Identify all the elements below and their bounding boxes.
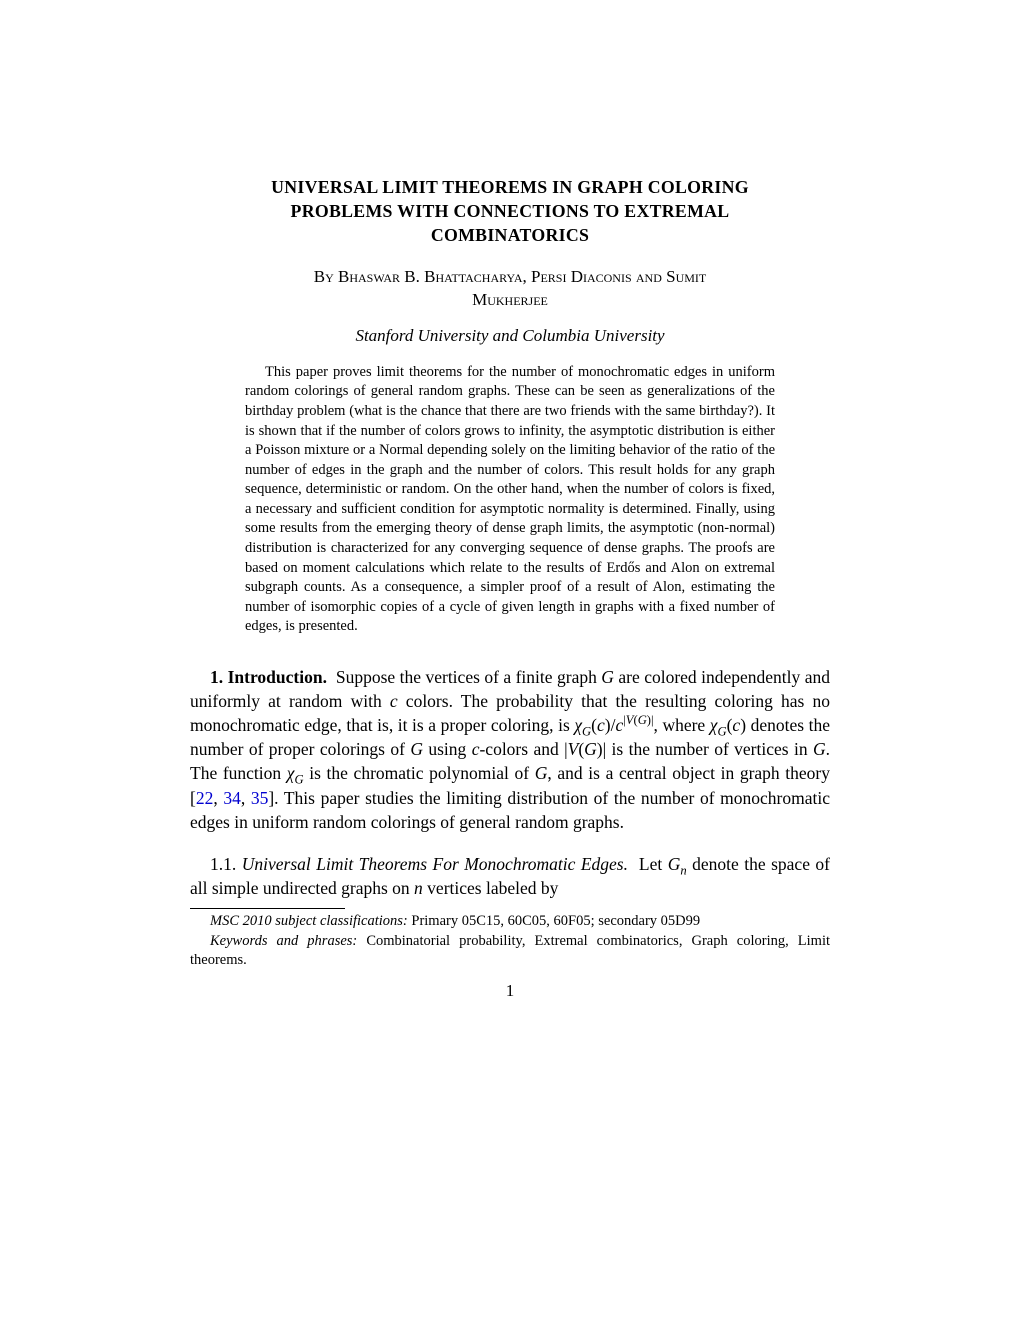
footnote-keywords: Keywords and phrases: Combinatorial prob… bbox=[190, 932, 830, 971]
subsection-text-3: vertices labeled by bbox=[423, 878, 559, 898]
footnote-msc-text: Primary 05C15, 60C05, 60F05; secondary 0… bbox=[408, 913, 700, 929]
citation-34[interactable]: 34 bbox=[223, 788, 241, 808]
footnote-rule bbox=[190, 908, 345, 909]
subsection-1-1: 1.1. Universal Limit Theorems For Monoch… bbox=[190, 852, 830, 900]
section-number: 1. bbox=[210, 667, 223, 687]
abstract: This paper proves limit theorems for the… bbox=[245, 363, 775, 637]
authors-prefix: By bbox=[314, 267, 338, 286]
subsection-title: Universal Limit Theorems For Monochromat… bbox=[242, 854, 628, 874]
section-text-8: is the number of vertices in bbox=[606, 739, 813, 759]
authors-line-1: Bhaswar B. Bhattacharya, Persi Diaconis … bbox=[338, 267, 706, 286]
paper-title: UNIVERSAL LIMIT THEOREMS IN GRAPH COLORI… bbox=[190, 175, 830, 247]
citation-35[interactable]: 35 bbox=[251, 788, 269, 808]
footnote-keywords-label: Keywords and phrases: bbox=[210, 933, 357, 949]
section-text-10: is the chromatic polynomial of bbox=[304, 763, 535, 783]
cite-sep-2: , bbox=[241, 788, 251, 808]
section-heading: Introduction. bbox=[228, 667, 327, 687]
section-introduction: 1. Introduction. Suppose the vertices of… bbox=[190, 665, 830, 834]
section-text-7: -colors and bbox=[479, 739, 564, 759]
page-number: 1 bbox=[190, 981, 830, 1001]
authors-line-2: Mukherjee bbox=[472, 290, 548, 309]
title-line-1: UNIVERSAL LIMIT THEOREMS IN GRAPH COLORI… bbox=[271, 177, 749, 197]
cite-sep-1: , bbox=[213, 788, 223, 808]
footnote-msc-label: MSC 2010 subject classifications: bbox=[210, 913, 408, 929]
subsection-text-1: Let bbox=[639, 854, 668, 874]
title-line-3: COMBINATORICS bbox=[431, 225, 589, 245]
affiliation: Stanford University and Columbia Univers… bbox=[190, 326, 830, 346]
section-text-1: Suppose the vertices of a finite graph bbox=[336, 667, 601, 687]
section-text-12: ]. This paper studies the limiting distr… bbox=[190, 788, 830, 832]
citation-22[interactable]: 22 bbox=[196, 788, 214, 808]
footnote-msc: MSC 2010 subject classifications: Primar… bbox=[190, 912, 830, 932]
title-line-2: PROBLEMS WITH CONNECTIONS TO EXTREMAL bbox=[291, 201, 730, 221]
subsection-number: 1.1. bbox=[210, 854, 236, 874]
section-text-6: using bbox=[423, 739, 472, 759]
authors-block: By Bhaswar B. Bhattacharya, Persi Diacon… bbox=[190, 266, 830, 312]
section-text-4: , where bbox=[654, 715, 710, 735]
